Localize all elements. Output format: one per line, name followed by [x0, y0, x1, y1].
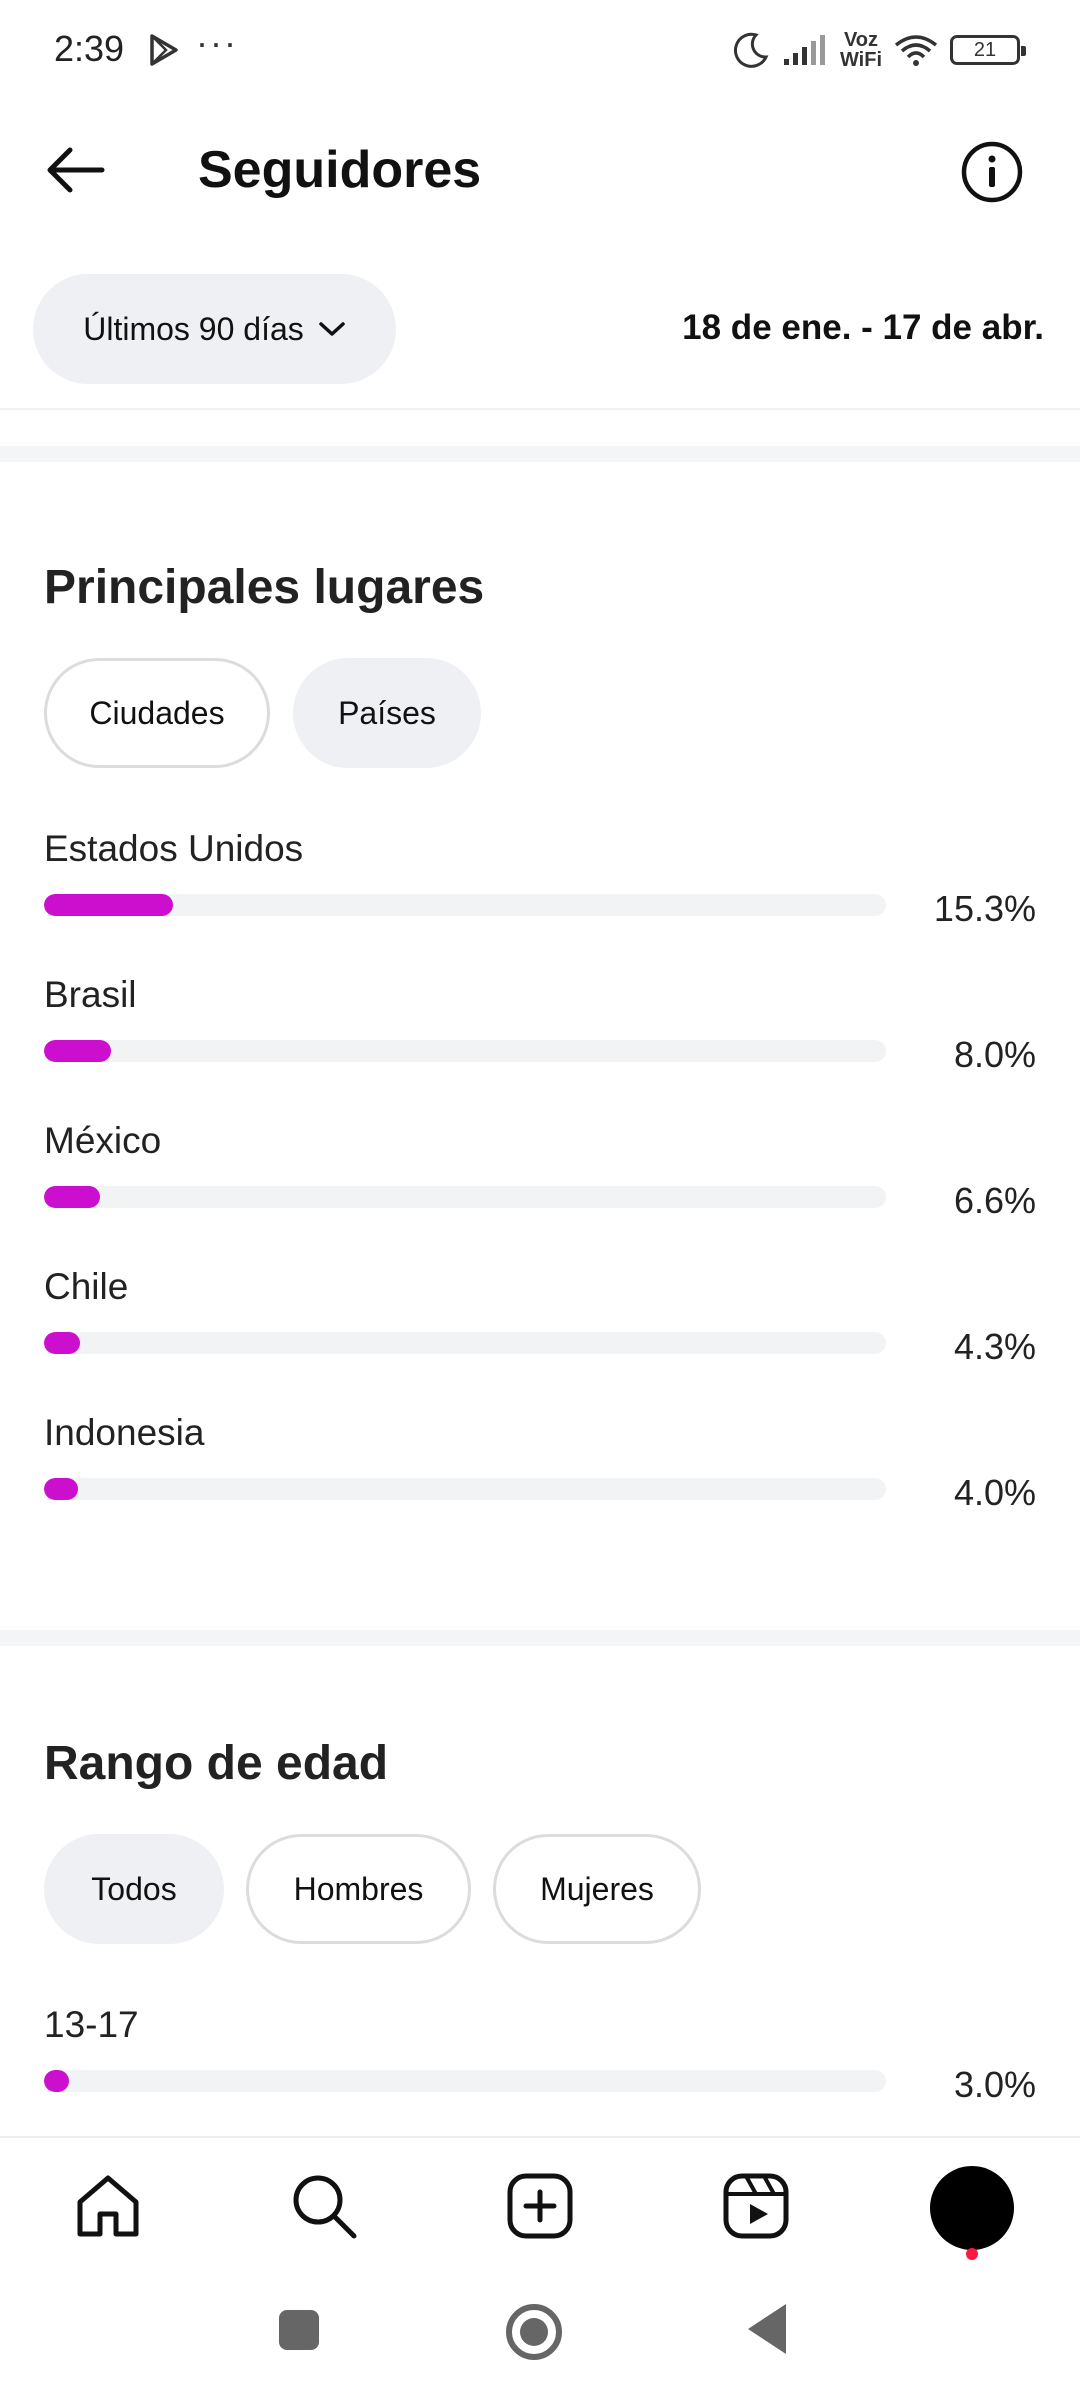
tab-hombres[interactable]: Hombres	[246, 1834, 471, 1944]
bottom-nav	[0, 2136, 1080, 2276]
bar-fill	[44, 1186, 100, 1208]
row-value: 4.0%	[953, 1472, 1036, 1513]
voz-text: Voz	[843, 29, 879, 51]
section-separator	[0, 1630, 1080, 1646]
row-value: 15.3%	[933, 888, 1036, 929]
signal-icon	[783, 35, 825, 65]
row-label: Brasil	[44, 974, 137, 1015]
bar-fill	[44, 894, 173, 916]
tab-paises[interactable]: Países	[293, 658, 481, 768]
play-store-icon	[150, 34, 178, 66]
recents-button[interactable]	[279, 2310, 319, 2350]
system-nav	[0, 2276, 1080, 2400]
row-value: 8.0%	[953, 1034, 1036, 1075]
notification-dot	[966, 2248, 978, 2260]
bar-track	[44, 1040, 886, 1062]
bar-fill	[44, 1478, 78, 1500]
tab-ciudades[interactable]: Ciudades	[44, 658, 270, 768]
row-value: 6.6%	[953, 1180, 1036, 1221]
row-value: 4.3%	[953, 1326, 1036, 1367]
voz-wifi-label: Voz WiFi	[840, 30, 882, 70]
wifi-icon	[894, 35, 938, 66]
bar-track	[44, 894, 886, 916]
row-label: Chile	[44, 1266, 129, 1307]
search-icon[interactable]	[286, 2168, 362, 2244]
row-label: 13-17	[44, 2004, 139, 2045]
reels-icon[interactable]	[718, 2168, 794, 2244]
profile-avatar[interactable]	[930, 2166, 1014, 2250]
info-icon[interactable]	[960, 140, 1024, 204]
row-label: México	[44, 1120, 162, 1161]
page-title: Seguidores	[198, 141, 482, 199]
tab-todos[interactable]: Todos	[44, 1834, 224, 1944]
section-separator	[0, 446, 1080, 462]
home-button[interactable]	[506, 2304, 562, 2360]
bar-fill	[44, 1332, 81, 1354]
system-back-button[interactable]	[748, 2304, 786, 2354]
more-notifications-icon: ···	[196, 22, 238, 63]
bar-track	[44, 2070, 886, 2092]
bar-track	[44, 1478, 886, 1500]
bar-fill	[44, 1040, 112, 1062]
home-icon[interactable]	[70, 2168, 146, 2244]
row-label: Estados Unidos	[44, 828, 304, 869]
row-label: Indonesia	[44, 1412, 205, 1453]
locations-title: Principales lugares	[44, 561, 485, 614]
status-icons: Voz WiFi 21	[732, 28, 1026, 72]
header: Seguidores	[0, 110, 1080, 230]
divider	[0, 408, 1080, 410]
battery-indicator: 21	[950, 35, 1026, 65]
status-bar: 2:39 ··· Voz WiFi 21	[0, 0, 1080, 100]
row-value: 3.0%	[953, 2064, 1036, 2105]
wifi-text: WiFi	[839, 49, 882, 71]
age-range-title: Rango de edad	[44, 1737, 389, 1790]
period-dropdown[interactable]: Últimos 90 días	[33, 274, 396, 384]
create-icon[interactable]	[502, 2168, 578, 2244]
tab-mujeres[interactable]: Mujeres	[493, 1834, 701, 1944]
bar-fill	[44, 2070, 70, 2092]
chevron-down-icon	[319, 322, 345, 336]
period-label: Últimos 90 días	[83, 310, 304, 347]
back-arrow-icon[interactable]	[40, 140, 110, 200]
date-range: 18 de ene. - 17 de abr.	[682, 308, 1044, 347]
bar-track	[44, 1186, 886, 1208]
dnd-moon-icon	[733, 32, 769, 68]
status-time: 2:39	[54, 28, 125, 69]
bar-track	[44, 1332, 886, 1354]
